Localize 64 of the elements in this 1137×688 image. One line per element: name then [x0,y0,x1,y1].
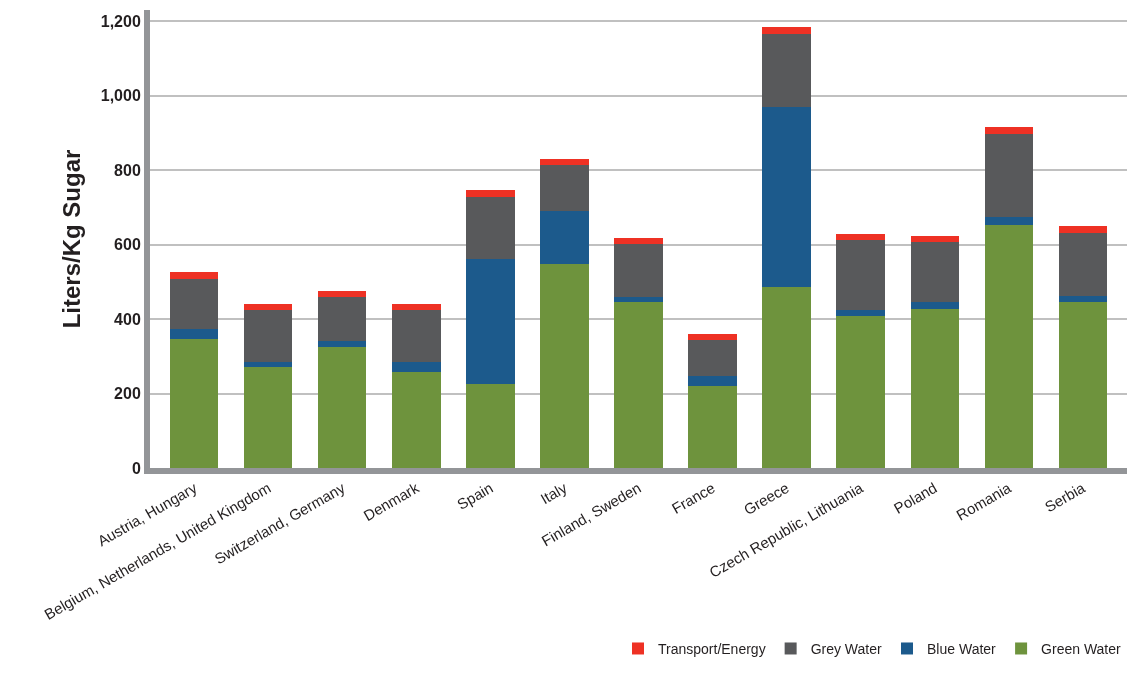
bar [1058,233,1107,296]
bar [614,243,663,298]
bar [762,106,811,288]
bar [170,279,219,330]
bar [1058,302,1107,468]
y-tick-label: 200 [114,385,141,403]
bar [614,302,663,468]
bar [318,297,367,341]
y-tick-label: 800 [114,161,141,179]
bar [762,33,811,107]
bar [614,297,663,303]
bar [984,224,1033,468]
legend-label: Blue Water [927,640,997,657]
legend-label: Grey Water [810,640,883,657]
bar [466,259,515,384]
legend-label: Transport/Energy [658,640,766,657]
bar [836,234,885,241]
bar [170,272,219,280]
bar [910,308,959,468]
y-tick-label: 0 [131,459,141,477]
bar [540,158,589,165]
bar [392,371,441,468]
bar [688,376,737,387]
bar [318,290,367,298]
y-tick-label: 1,200 [100,12,141,30]
bar [984,217,1033,225]
bar [244,366,293,468]
bar [466,196,515,260]
bar [318,346,367,468]
bar [688,333,737,340]
bar [762,27,811,34]
bar [910,236,959,243]
bar [540,164,589,212]
bar [244,310,293,362]
bar [688,339,737,377]
bar [688,386,737,468]
bar [836,310,885,316]
bar [466,383,515,468]
legend-label: Green Water [1041,640,1122,657]
x-tick-label: Spain [453,478,496,513]
bar [244,361,293,367]
y-tick-label: 400 [114,310,141,328]
bar [614,237,663,244]
bar [392,303,441,311]
bar [910,242,959,302]
bar [762,287,811,468]
bar [984,133,1033,218]
y-tick-label: 1,000 [100,87,141,105]
bar [540,211,589,264]
bar [910,301,959,309]
bar [170,329,219,339]
bar [540,263,589,468]
bar [466,190,515,197]
bar [392,310,441,362]
x-tick-label: Italy [537,478,571,508]
y-axis-title: Liters/Kg Sugar [58,149,86,329]
bar [984,127,1033,134]
bar [170,338,219,468]
y-tick-label: 600 [114,236,141,254]
bar [836,315,885,468]
bar [1058,226,1107,234]
bar [836,240,885,311]
bar [392,361,441,372]
bar [318,340,367,347]
